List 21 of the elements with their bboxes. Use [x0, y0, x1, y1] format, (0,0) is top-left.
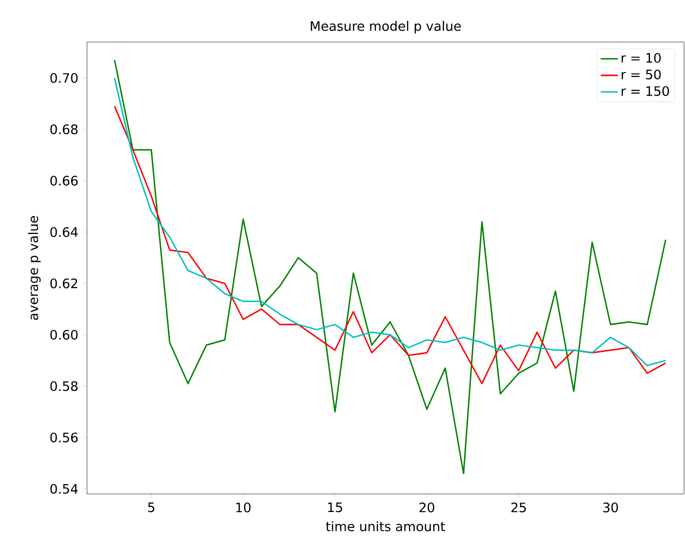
y-tick-label: 0.64: [50, 227, 78, 237]
legend-label: r = 10: [622, 52, 661, 63]
x-axis-title: time units amount: [326, 521, 446, 532]
y-axis-title: average p value: [28, 216, 41, 320]
y-tick-label: 0.60: [50, 330, 78, 340]
x-tick-label: 5: [148, 502, 154, 512]
legend-label: r = 50: [622, 70, 661, 80]
legend-label: r = 150: [622, 86, 669, 96]
chart-title: Measure model p value: [310, 20, 461, 34]
x-tick-label: 30: [603, 502, 618, 512]
x-tick-label: 25: [511, 502, 526, 512]
x-tick-label: 20: [420, 502, 434, 512]
x-tick-label: 10: [236, 502, 251, 512]
y-tick-label: 0.68: [50, 124, 78, 134]
y-tick-label: 0.62: [50, 278, 78, 288]
y-tick-label: 0.66: [50, 176, 78, 186]
x-tick-label: 15: [328, 502, 342, 512]
y-tick-label: 0.54: [50, 484, 78, 494]
y-tick-label: 0.58: [50, 381, 78, 392]
y-tick-label: 0.56: [50, 432, 78, 442]
y-tick-label: 0.70: [50, 73, 78, 83]
